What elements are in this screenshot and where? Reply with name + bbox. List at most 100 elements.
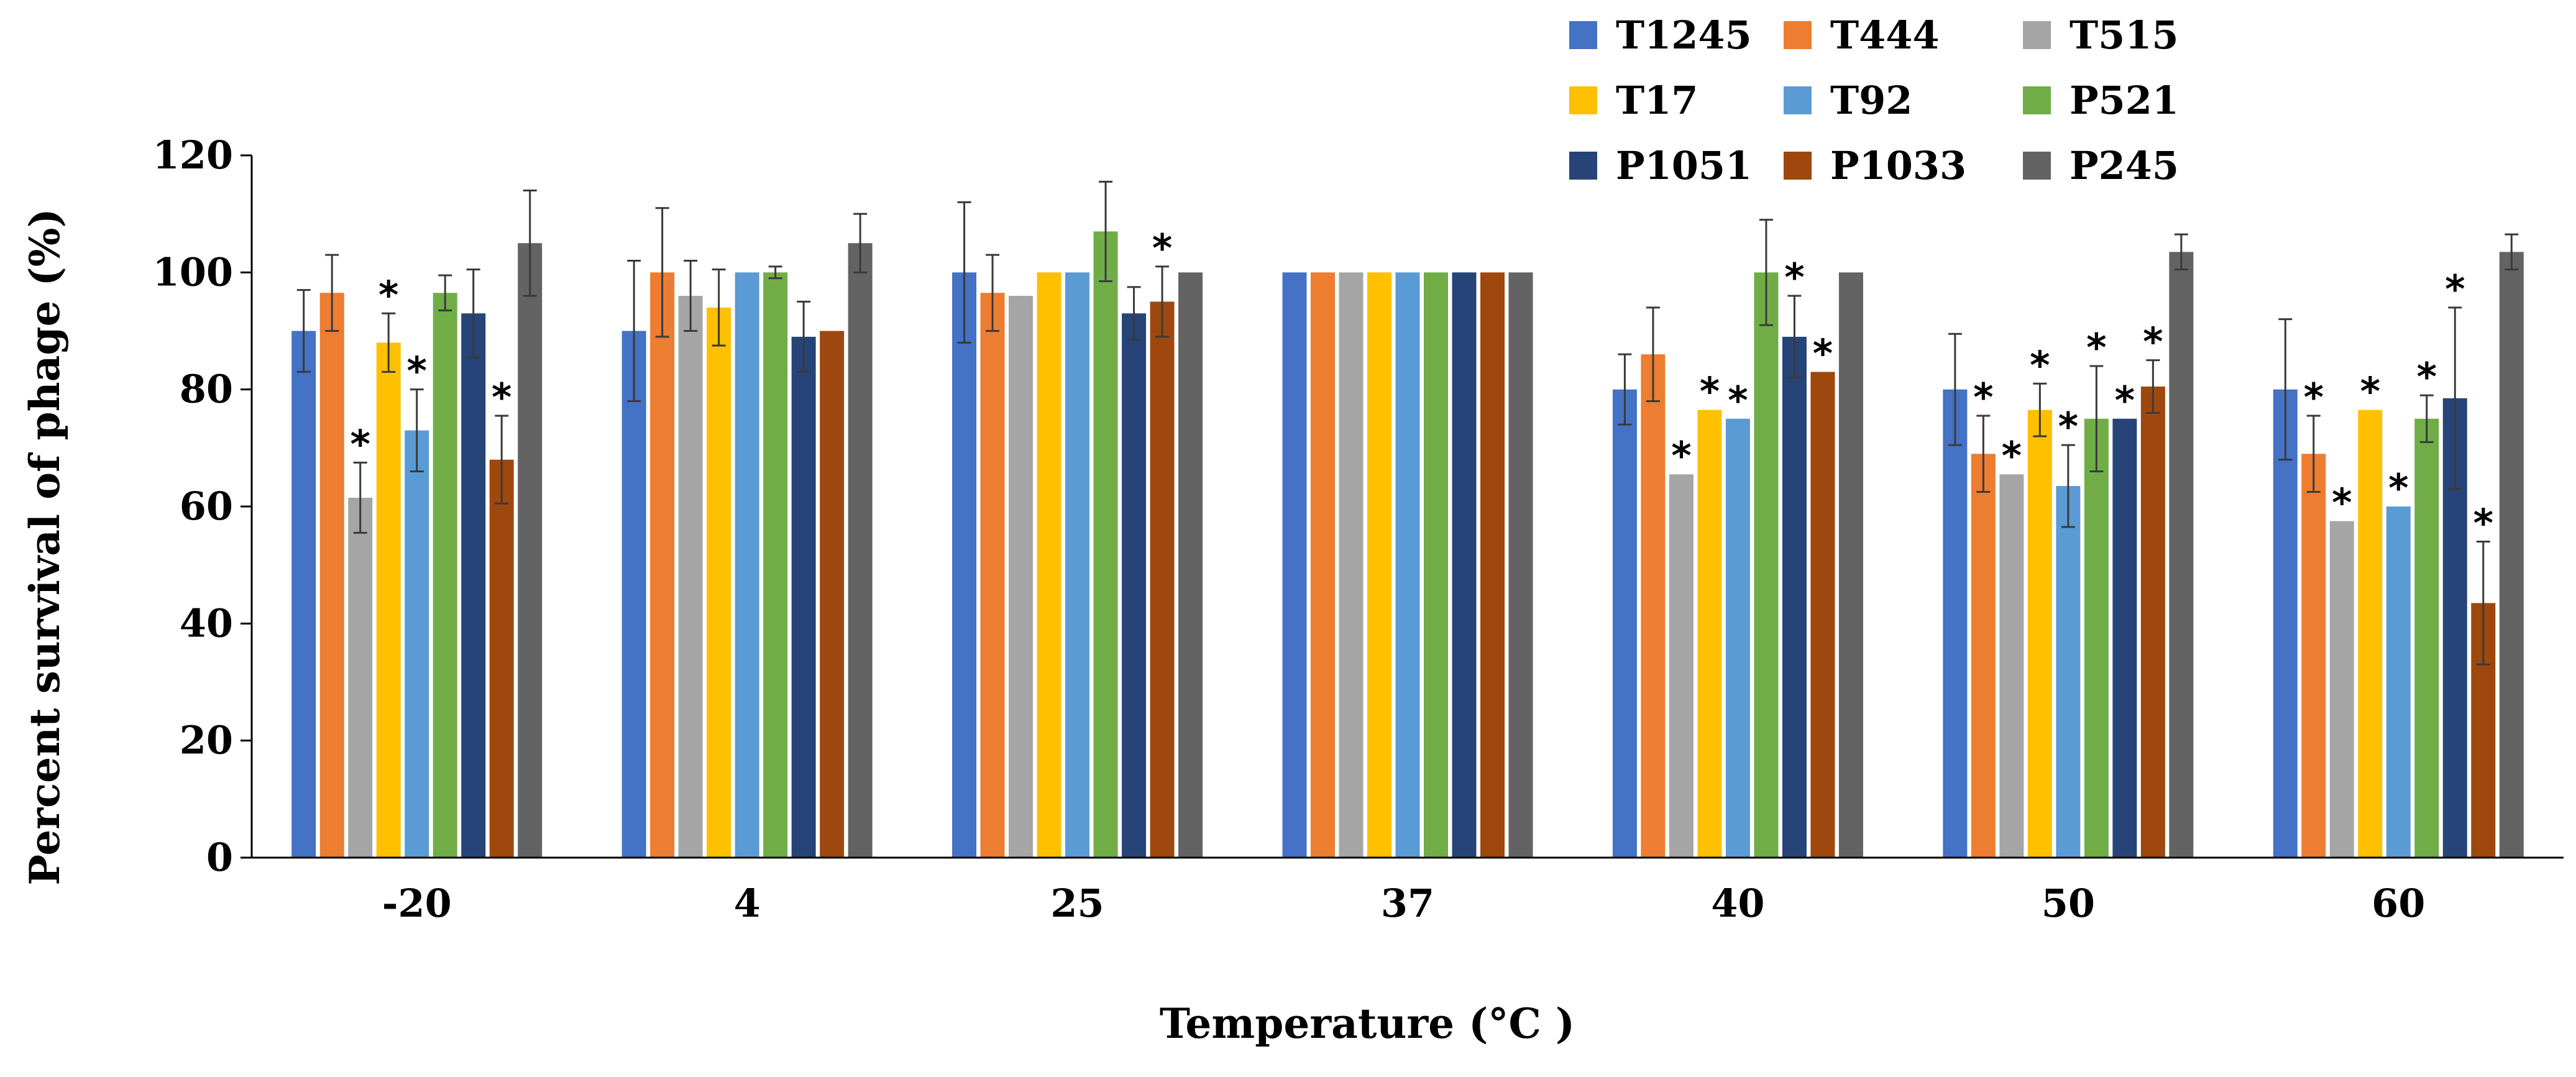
significance-star: * [350,421,370,467]
bar [2329,521,2354,858]
legend-item: P1033 [1784,143,1966,188]
significance-star: * [378,272,398,318]
significance-star: * [1152,226,1172,271]
bar [678,296,703,858]
legend-swatch [2023,152,2051,180]
bar [2140,386,2165,858]
bar [2056,486,2081,858]
error-bars [296,180,2519,666]
bar [2027,410,2052,858]
bar [376,342,401,858]
bar [1339,272,1364,858]
bar [1424,272,1448,858]
legend-item: T17 [1569,78,1698,123]
bar [1122,313,1147,858]
bar [405,430,429,858]
bar [1508,272,1533,858]
bar [735,272,759,858]
significance-star: * [2086,325,2106,370]
y-tick-label: 20 [180,718,233,763]
bar [1009,296,1034,858]
significance-star: * [1728,378,1748,423]
x-tick-label: 37 [1381,881,1434,926]
legend-swatch [1569,86,1597,114]
bar [319,293,344,858]
legend-item: T92 [1784,78,1912,123]
bar [980,293,1005,858]
bar [1697,410,1722,858]
bar [1093,231,1118,858]
bar [1725,418,1750,858]
y-axis: 0 20 40 60 80 100 120 [153,132,253,880]
bar [1065,272,1090,858]
significance-star: * [2115,378,2135,423]
significance-star: * [1813,331,1833,376]
significance-markers: * ** * ****************** ** [350,226,2493,546]
y-axis-title: Percent survival of phage (%) [21,208,69,885]
legend-item: P245 [2023,143,2179,188]
significance-star: * [2143,319,2163,365]
x-axis-title: Temperature (°C ) [1160,999,1575,1048]
bars [291,231,2524,858]
bar [1999,474,2024,858]
legend: T1245 T444 T515 T17 T92 P521 P1051 P1033 P245 [1569,12,2179,188]
y-tick-label: 120 [153,132,233,178]
y-tick-label: 100 [153,249,233,295]
bar [2301,454,2326,858]
significance-star: * [1671,433,1691,479]
bar [2386,506,2411,858]
bar [348,497,373,858]
bar [848,243,873,858]
bar [518,243,543,858]
bar [1810,372,1835,858]
bar [707,307,731,858]
significance-star: * [2002,433,2022,479]
bar [1178,272,1203,858]
bar [1452,272,1477,858]
y-tick-label: 80 [180,367,233,412]
legend-item: P1051 [1569,143,1752,188]
significance-star: * [406,349,426,394]
legend-swatch [2023,86,2051,114]
bar [2414,418,2439,858]
legend-swatch [1784,21,1812,49]
legend-label: P1051 [1616,143,1752,188]
significance-star: * [1700,369,1720,415]
bar [291,331,316,858]
legend-swatch [1569,152,1597,180]
significance-star: * [2360,369,2380,415]
bar [2169,252,2194,858]
bar [1782,336,1807,858]
legend-label: T515 [2070,12,2179,58]
bar [2112,418,2137,858]
bar [791,336,816,858]
legend-label: T92 [1830,78,1912,123]
legend-swatch [1569,21,1597,49]
bar [461,313,486,858]
bar [1838,272,1863,858]
x-tick-label: 60 [2372,881,2425,926]
significance-star: * [2445,267,2465,312]
bar [1943,389,1968,858]
bar [2499,252,2524,858]
legend-swatch [1784,152,1812,180]
legend-swatch [2023,21,2051,49]
legend-item: T515 [2023,12,2179,58]
bar [1395,272,1420,858]
y-tick-label: 0 [206,835,233,880]
x-tick-label: 25 [1050,881,1104,926]
bar [1367,272,1391,858]
significance-star: * [2332,480,2352,526]
significance-star: * [1784,255,1804,300]
significance-star: * [2030,342,2050,388]
bar [433,293,457,858]
bar [650,272,675,858]
bar [1669,474,1694,858]
legend-item: T444 [1784,12,1940,58]
y-tick-label: 40 [180,600,233,646]
bar [952,272,977,858]
bar [763,272,788,858]
significance-star: * [2388,465,2408,511]
legend-label: P521 [2070,78,2179,123]
